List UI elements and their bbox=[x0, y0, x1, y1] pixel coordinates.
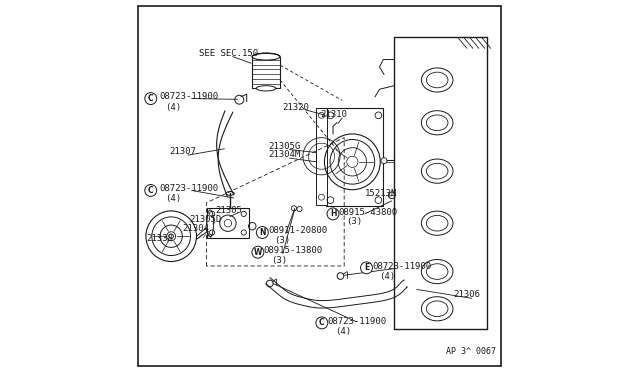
Text: 08723-11900: 08723-11900 bbox=[159, 185, 218, 193]
Ellipse shape bbox=[226, 192, 234, 195]
Circle shape bbox=[252, 246, 264, 258]
Circle shape bbox=[316, 317, 328, 329]
Text: 08723-11900: 08723-11900 bbox=[328, 317, 387, 326]
Ellipse shape bbox=[207, 210, 214, 237]
Text: 08911-20800: 08911-20800 bbox=[268, 226, 327, 235]
Text: 08915-13800: 08915-13800 bbox=[264, 246, 323, 255]
Ellipse shape bbox=[421, 260, 453, 283]
Text: E: E bbox=[364, 263, 369, 272]
Text: 21338: 21338 bbox=[146, 234, 173, 243]
Text: 21306: 21306 bbox=[453, 291, 480, 299]
Text: W: W bbox=[253, 248, 262, 257]
Text: C: C bbox=[319, 318, 324, 327]
Text: 21305: 21305 bbox=[215, 206, 242, 215]
Ellipse shape bbox=[421, 111, 453, 135]
Ellipse shape bbox=[426, 72, 448, 88]
Bar bbox=[316, 108, 326, 205]
Ellipse shape bbox=[256, 86, 276, 91]
Bar bbox=[326, 108, 383, 206]
Ellipse shape bbox=[252, 53, 280, 60]
Text: (4): (4) bbox=[166, 195, 182, 203]
Text: C: C bbox=[148, 94, 154, 103]
Ellipse shape bbox=[421, 211, 453, 235]
Text: 21304M: 21304M bbox=[268, 150, 300, 159]
Text: C: C bbox=[148, 186, 154, 195]
Text: (4): (4) bbox=[166, 103, 182, 112]
Text: (4): (4) bbox=[335, 327, 351, 336]
Ellipse shape bbox=[421, 68, 453, 92]
Bar bbox=[252, 57, 280, 88]
Text: (3): (3) bbox=[271, 256, 287, 265]
Text: H: H bbox=[330, 209, 336, 218]
Text: (4): (4) bbox=[379, 272, 395, 281]
Text: 15213N: 15213N bbox=[365, 189, 397, 198]
Ellipse shape bbox=[426, 264, 448, 279]
Text: 21305G: 21305G bbox=[268, 142, 300, 151]
Text: 08723-11900: 08723-11900 bbox=[159, 92, 218, 101]
Text: 08915-43800: 08915-43800 bbox=[339, 208, 397, 217]
Circle shape bbox=[145, 185, 157, 196]
Text: 21307: 21307 bbox=[170, 147, 196, 156]
Text: 21320: 21320 bbox=[283, 103, 310, 112]
Circle shape bbox=[145, 93, 157, 105]
Circle shape bbox=[327, 208, 339, 220]
Text: 21305D: 21305D bbox=[189, 215, 221, 224]
Ellipse shape bbox=[426, 163, 448, 179]
Text: 21310: 21310 bbox=[320, 110, 347, 119]
Text: (3): (3) bbox=[275, 236, 291, 245]
Text: N: N bbox=[259, 228, 266, 237]
Ellipse shape bbox=[421, 159, 453, 183]
Ellipse shape bbox=[421, 297, 453, 321]
Text: AP 3^ 0067: AP 3^ 0067 bbox=[447, 347, 497, 356]
Ellipse shape bbox=[426, 215, 448, 231]
Circle shape bbox=[169, 234, 173, 238]
Circle shape bbox=[257, 227, 268, 238]
Bar bbox=[207, 208, 250, 238]
Text: SEE SEC.150: SEE SEC.150 bbox=[199, 49, 258, 58]
Circle shape bbox=[360, 262, 372, 274]
Text: (3): (3) bbox=[346, 217, 362, 226]
Text: 08723-11900: 08723-11900 bbox=[372, 262, 431, 271]
Text: 21304: 21304 bbox=[182, 224, 209, 233]
Ellipse shape bbox=[426, 301, 448, 317]
Circle shape bbox=[381, 158, 387, 164]
Ellipse shape bbox=[426, 115, 448, 131]
